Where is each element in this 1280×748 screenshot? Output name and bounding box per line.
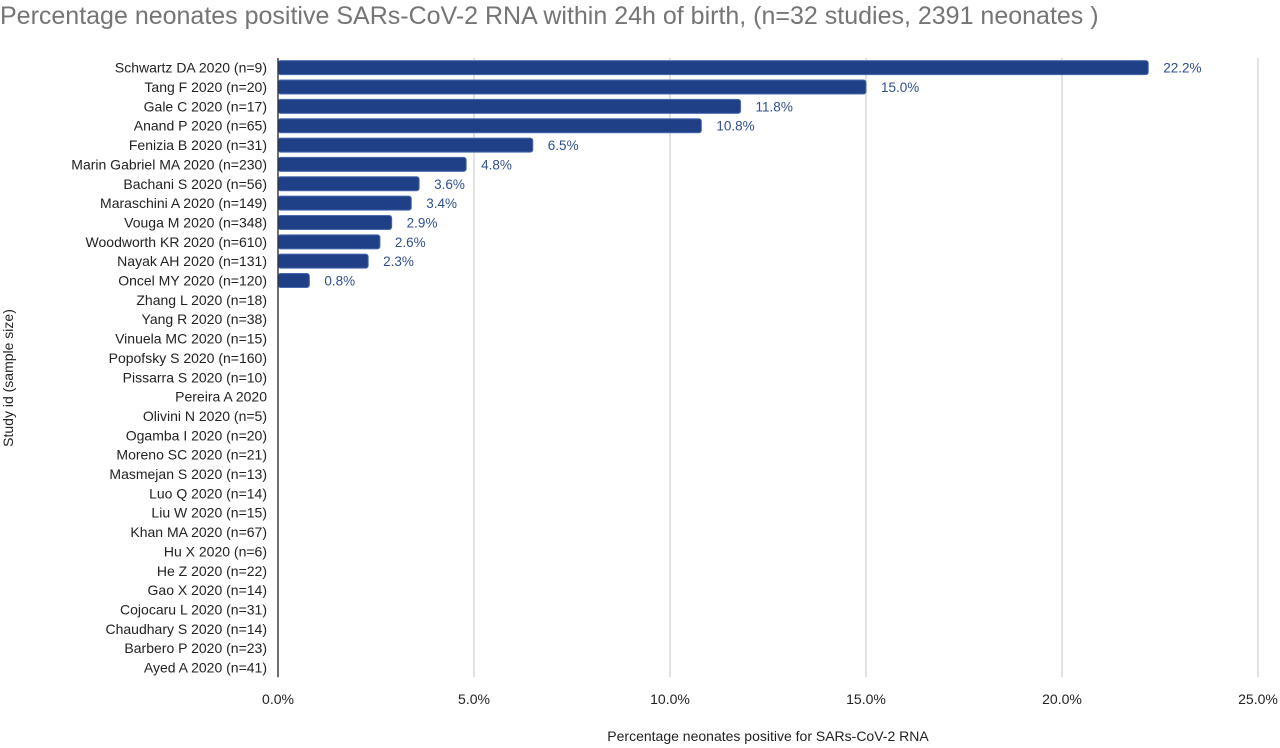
- category-label: Hu X 2020 (n=6): [164, 543, 267, 559]
- data-label: 6.5%: [548, 138, 579, 153]
- bar: [277, 234, 381, 250]
- category-label: Olivini N 2020 (n=5): [143, 408, 267, 424]
- category-label: Vinuela MC 2020 (n=15): [115, 331, 267, 347]
- category-label: Maraschini A 2020 (n=149): [100, 195, 267, 211]
- category-label: Cojocaru L 2020 (n=31): [120, 601, 267, 617]
- category-label: Khan MA 2020 (n=67): [130, 524, 267, 540]
- data-label: 0.8%: [324, 274, 355, 289]
- category-label: Nayak AH 2020 (n=131): [117, 253, 267, 269]
- category-label: Moreno SC 2020 (n=21): [116, 447, 267, 463]
- category-label: Ayed A 2020 (n=41): [144, 660, 267, 676]
- category-label: Liu W 2020 (n=15): [151, 505, 267, 521]
- category-label: Masmejan S 2020 (n=13): [109, 466, 267, 482]
- bar: [277, 195, 412, 211]
- x-tick-label: 15.0%: [846, 691, 886, 707]
- category-label: Popofsky S 2020 (n=160): [109, 350, 267, 366]
- bar: [277, 253, 369, 269]
- x-axis-title: Percentage neonates positive for SARs-Co…: [607, 728, 929, 744]
- bar: [277, 137, 534, 153]
- category-label: Ogamba I 2020 (n=20): [126, 427, 267, 443]
- bar: [277, 156, 467, 172]
- category-label: Gao X 2020 (n=14): [148, 582, 267, 598]
- bars: [277, 60, 1149, 289]
- data-label: 15.0%: [881, 80, 919, 95]
- category-label: Pereira A 2020: [175, 389, 267, 405]
- bar: [277, 98, 742, 114]
- category-label: Zhang L 2020 (n=18): [136, 292, 267, 308]
- category-label: Anand P 2020 (n=65): [134, 118, 267, 134]
- x-tick-label: 0.0%: [262, 691, 294, 707]
- bar: [277, 79, 867, 95]
- labels: 0.0% 5.0% 10.0% 15.0% 20.0% 25.0% Schwartz DA …: [71, 60, 1278, 708]
- bar: [277, 60, 1149, 76]
- data-label: 10.8%: [716, 119, 754, 134]
- bar: [277, 214, 393, 230]
- data-label: 3.6%: [434, 177, 465, 192]
- category-label: Yang R 2020 (n=38): [142, 311, 267, 327]
- bar: [277, 176, 420, 192]
- category-label: Schwartz DA 2020 (n=9): [115, 60, 267, 76]
- category-label: Chaudhary S 2020 (n=14): [106, 621, 268, 637]
- category-label: Oncel MY 2020 (n=120): [118, 273, 267, 289]
- data-label: 2.6%: [395, 235, 426, 250]
- bar: [277, 118, 702, 134]
- x-tick-label: 5.0%: [458, 691, 490, 707]
- data-label: 11.8%: [756, 99, 793, 114]
- category-label: Marin Gabriel MA 2020 (n=230): [71, 156, 267, 172]
- category-label: Bachani S 2020 (n=56): [123, 176, 267, 192]
- category-label: Vouga M 2020 (n=348): [124, 214, 267, 230]
- category-label: Woodworth KR 2020 (n=610): [86, 234, 267, 250]
- x-tick-label: 10.0%: [650, 691, 690, 707]
- category-label: Luo Q 2020 (n=14): [149, 485, 267, 501]
- data-label: 3.4%: [426, 196, 457, 211]
- category-label: Barbero P 2020 (n=23): [124, 640, 267, 656]
- data-label: 4.8%: [481, 157, 512, 172]
- category-label: Pissarra S 2020 (n=10): [123, 369, 267, 385]
- category-label: Gale C 2020 (n=17): [144, 98, 267, 114]
- category-label: He Z 2020 (n=22): [157, 563, 267, 579]
- x-tick-label: 25.0%: [1238, 691, 1278, 707]
- data-label: 2.3%: [383, 254, 414, 269]
- category-label: Tang F 2020 (n=20): [144, 79, 267, 95]
- chart-title: Percentage neonates positive SARs-CoV-2 …: [0, 2, 1099, 30]
- gridlines: [473, 58, 1259, 678]
- data-label: 2.9%: [407, 215, 438, 230]
- category-label: Fenizia B 2020 (n=31): [129, 137, 267, 153]
- bar: [277, 273, 310, 289]
- x-tick-label: 20.0%: [1042, 691, 1082, 707]
- y-axis-title: Study id (sample size): [0, 309, 16, 447]
- data-label: 22.2%: [1163, 61, 1201, 76]
